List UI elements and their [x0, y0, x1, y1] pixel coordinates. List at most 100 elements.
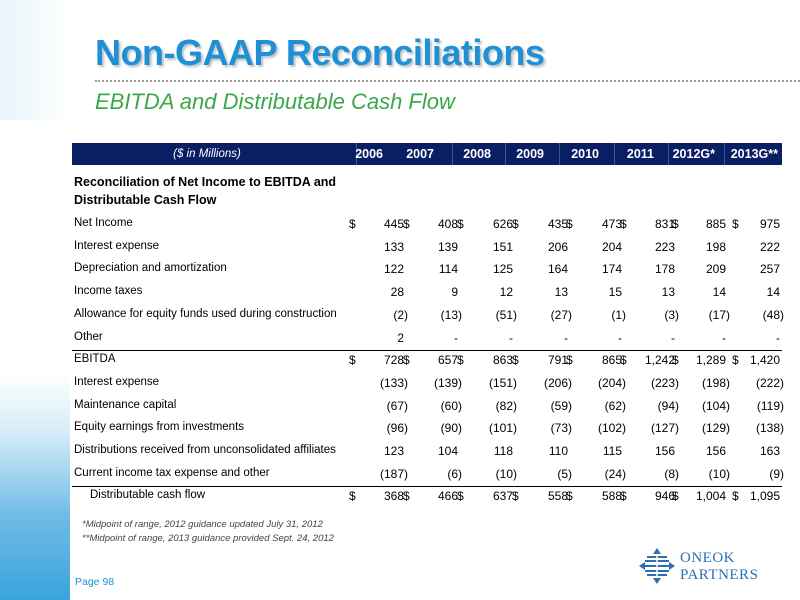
cell-value: 1,242 — [644, 353, 675, 368]
cell-value: 123 — [383, 444, 404, 458]
currency-symbol: $ — [457, 353, 464, 368]
cell-value: 9 — [451, 285, 458, 300]
cell-value: 2 — [397, 330, 404, 345]
currency-symbol: $ — [672, 489, 679, 504]
cell-value: (129) — [701, 421, 730, 436]
header-year-5: 2011 — [626, 147, 654, 161]
cell-value: (13) — [440, 307, 462, 322]
table-row: Equity earnings from investments (96) (90)… — [72, 417, 784, 439]
logo-mark-icon — [639, 548, 675, 584]
cell-value: 588 — [601, 489, 622, 504]
currency-symbol: $ — [620, 489, 627, 504]
row-label: Distributable cash flow — [90, 489, 206, 502]
table-row: Interest expense (133) (139) (151) (206) (204… — [72, 372, 784, 394]
cell-value: (94) — [657, 398, 679, 413]
table-row: Distributable cash flow $368 $466 $637 $558 $… — [72, 485, 782, 507]
currency-symbol: $ — [403, 353, 410, 368]
currency-symbol: $ — [457, 489, 464, 504]
cell-value: (17) — [708, 307, 730, 322]
cell-value: 408 — [437, 217, 458, 231]
cell-value: (73) — [550, 421, 572, 436]
row-label: Allowance for equity funds used during c… — [74, 307, 337, 320]
cell-value: (82) — [495, 398, 517, 413]
header-column-separator — [452, 143, 453, 165]
cell-value: (198) — [701, 375, 730, 390]
cell-value: 209 — [705, 262, 726, 277]
header-year-3: 2009 — [516, 147, 544, 161]
cell-value: 14 — [712, 285, 726, 300]
row-label: Interest expense — [74, 239, 160, 252]
cell-value: 14 — [766, 285, 780, 300]
currency-symbol: $ — [403, 489, 410, 504]
header-year-2: 2008 — [463, 147, 491, 161]
cell-value: 466 — [437, 489, 458, 504]
cell-value: 728 — [383, 353, 404, 368]
cell-value: (60) — [440, 398, 462, 413]
cell-value: 257 — [759, 262, 780, 277]
currency-symbol: $ — [566, 489, 573, 504]
cell-value: (5) — [557, 466, 572, 481]
cell-value: 946 — [654, 489, 675, 504]
cell-value: 223 — [654, 239, 675, 254]
cell-value: 222 — [759, 239, 780, 254]
cell-value: 1,289 — [695, 353, 726, 368]
currency-symbol: $ — [349, 489, 356, 504]
cell-value: 1,095 — [749, 489, 780, 504]
cell-value: 206 — [547, 239, 568, 254]
header-year-4: 2010 — [571, 147, 599, 161]
cell-value: 204 — [601, 239, 622, 254]
cell-value: (204) — [597, 375, 626, 390]
currency-symbol: $ — [403, 217, 410, 231]
cell-value: 115 — [602, 444, 622, 458]
cell-value: (138) — [755, 421, 784, 436]
cell-value: (8) — [664, 466, 679, 481]
cell-value: 122 — [383, 262, 404, 277]
cell-value: - — [776, 330, 780, 345]
cell-value: 1,420 — [749, 353, 780, 368]
cell-value: (10) — [495, 466, 517, 481]
currency-symbol: $ — [512, 217, 519, 231]
currency-symbol: $ — [349, 353, 356, 368]
header-column-separator — [559, 143, 560, 165]
cell-value: - — [671, 330, 675, 345]
cell-value: 110 — [548, 444, 568, 458]
subtotal-rule — [72, 486, 782, 488]
section-heading: Reconciliation of Net Income to EBITDA a… — [74, 173, 364, 209]
currency-symbol: $ — [732, 353, 739, 368]
cell-value: 15 — [608, 285, 622, 300]
cell-value: 975 — [759, 217, 780, 231]
cell-value: 178 — [654, 262, 675, 277]
cell-value: (101) — [488, 421, 517, 436]
header-column-separator — [614, 143, 615, 165]
row-label: Distributions received from unconsolidat… — [74, 444, 336, 456]
table-row: Income taxes 28 9 12 13 15 13 14 14 — [72, 281, 782, 303]
currency-symbol: $ — [512, 353, 519, 368]
header-year-0: 2006 — [355, 147, 383, 161]
footnote-2013: **Midpoint of range, 2013 guidance provi… — [82, 533, 334, 544]
cell-value: 13 — [554, 285, 568, 300]
currency-symbol: $ — [566, 217, 573, 231]
cell-value: (48) — [762, 307, 784, 322]
cell-value: 174 — [601, 262, 622, 277]
cell-value: 558 — [547, 489, 568, 504]
cell-value: (151) — [488, 375, 517, 390]
header-year-6: 2012G* — [672, 147, 715, 161]
cell-value: (10) — [708, 466, 730, 481]
slide-subtitle: EBITDA and Distributable Cash Flow — [95, 89, 455, 114]
table-row: Allowance for equity funds used during c… — [72, 304, 784, 326]
cell-value: 164 — [547, 262, 568, 277]
cell-value: 163 — [759, 444, 780, 458]
cell-value: (3) — [664, 307, 679, 322]
header-column-separator — [505, 143, 506, 165]
header-column-separator — [356, 143, 357, 165]
cell-value: (133) — [379, 375, 408, 390]
currency-symbol: $ — [620, 353, 627, 368]
page-number: Page 98 — [75, 576, 115, 588]
cell-value: 13 — [661, 285, 675, 300]
cell-value: 865 — [601, 353, 622, 368]
cell-value: 114 — [438, 262, 458, 277]
table-header: ($ in Millions) 2006 2007 2008 2009 2010 2011… — [72, 143, 782, 165]
cell-value: 118 — [493, 444, 513, 458]
currency-symbol: $ — [672, 217, 679, 231]
cell-value: (62) — [604, 398, 626, 413]
